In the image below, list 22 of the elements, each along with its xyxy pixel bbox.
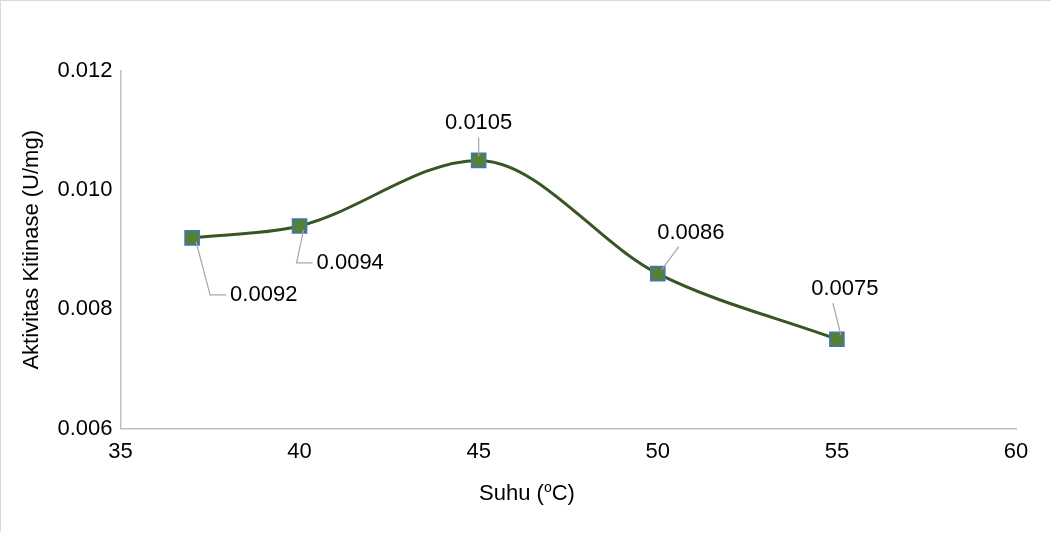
data-label: 0.0086 — [657, 218, 725, 244]
x-tick-label: 35 — [108, 437, 133, 463]
y-tick-label: 0.006 — [57, 414, 113, 440]
y-tick-label: 0.010 — [57, 176, 113, 202]
x-tick-label: 40 — [287, 437, 312, 463]
point — [184, 230, 200, 246]
data-label: 0.0075 — [811, 275, 879, 301]
data-label: 0.0094 — [316, 249, 384, 275]
point — [291, 218, 308, 234]
point — [470, 152, 487, 169]
y-tick-label: 0.008 — [57, 295, 113, 321]
x-tick-label: 50 — [645, 437, 671, 463]
y-tick-label: 0.012 — [57, 57, 113, 83]
data-label: 0.0092 — [230, 280, 298, 306]
point — [649, 265, 666, 282]
y-axis-title: Aktivitas Kitinase (U/mg) — [18, 129, 44, 370]
x-axis-title: Suhu ($^{o}$C) — [478, 479, 576, 507]
x-tick-label: 55 — [824, 437, 850, 463]
data-label: 0.0105 — [445, 109, 513, 135]
point — [829, 331, 845, 348]
x-tick-label: 45 — [466, 437, 491, 463]
x-tick-label: 60 — [1003, 437, 1029, 463]
